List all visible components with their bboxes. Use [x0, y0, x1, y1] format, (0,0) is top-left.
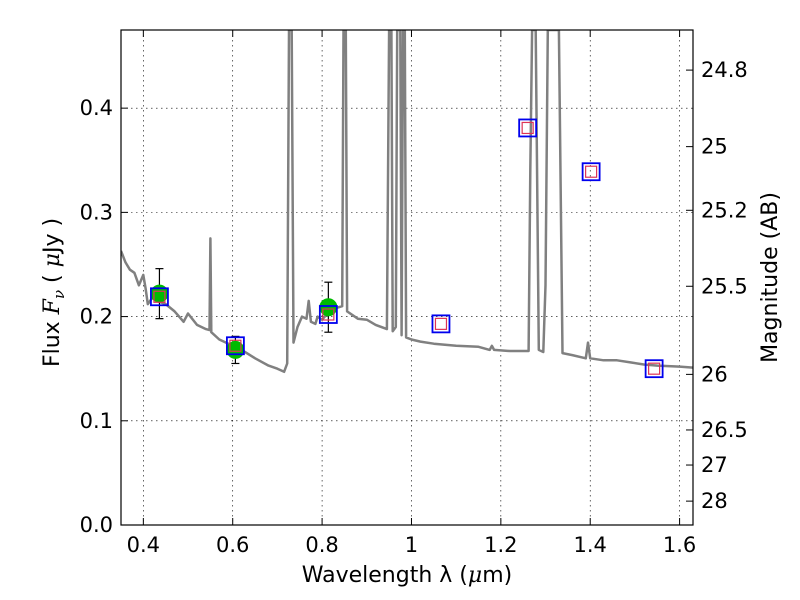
y2-tick-label: 27: [701, 453, 728, 477]
y-tick-label: 0.2: [80, 305, 113, 329]
x-tick-label: 0.6: [216, 533, 249, 557]
plot-frame: [120, 29, 694, 526]
y-axis-label: Flux Fν ( μJy ): [40, 218, 68, 367]
x-tick-label: 1.4: [574, 533, 607, 557]
model-photometry-inner-marker: [521, 121, 534, 135]
model-points-layer: [150, 118, 664, 379]
model-photometry-marker: [644, 359, 664, 379]
y2-tick-label: 25.5: [701, 274, 748, 298]
y2-axis-label: Magnitude (AB): [758, 192, 783, 363]
x-tick-label: 1: [405, 533, 418, 557]
x-tick-label: 0.8: [305, 533, 338, 557]
y-tick-label: 0.1: [80, 409, 113, 433]
y-tick-label: 0.3: [80, 200, 113, 224]
y2-tick-labels: 24.8 25 25.2 25.5 26 26.5 27 28: [701, 58, 748, 513]
model-photometry-marker: [581, 162, 601, 182]
x-tick-labels: 0.4 0.6 0.8 1 1.2 1.4 1.6: [127, 533, 697, 557]
y2-tick-label: 28: [701, 489, 728, 513]
y-tick-label: 0.0: [80, 513, 113, 537]
model-photometry-marker: [150, 287, 169, 307]
model-photometry-inner-marker: [322, 308, 335, 321]
template-spectrum-line: [121, 30, 693, 374]
model-photometry-inner-marker: [153, 290, 166, 303]
x-tick-label: 1.2: [484, 533, 517, 557]
model-photometry-inner-marker: [585, 165, 598, 178]
x-axis-label: Wavelength λ (μm): [302, 563, 512, 588]
y-tick-label: 0.4: [80, 96, 113, 120]
tick-marks: [121, 30, 693, 526]
model-photometry-marker: [225, 336, 245, 356]
y2-tick-label: 26: [701, 362, 728, 386]
x-tick-label: 1.6: [663, 533, 696, 557]
template-spectrum-layer: [121, 30, 693, 374]
y2-tick-label: 25: [701, 135, 728, 159]
model-photometry-marker: [518, 118, 538, 138]
y-tick-labels: 0.0 0.1 0.2 0.3 0.4: [80, 96, 113, 537]
model-photometry-marker: [318, 305, 338, 324]
model-photometry-inner-marker: [648, 362, 661, 375]
y2-tick-label: 26.5: [701, 418, 748, 442]
y2-tick-label: 24.8: [701, 58, 748, 82]
model-photometry-marker: [431, 314, 451, 334]
model-photometry-inner-marker: [434, 317, 448, 330]
model-photometry-inner-marker: [229, 339, 242, 352]
x-tick-label: 0.4: [127, 533, 160, 557]
y2-tick-label: 25.2: [701, 198, 748, 222]
